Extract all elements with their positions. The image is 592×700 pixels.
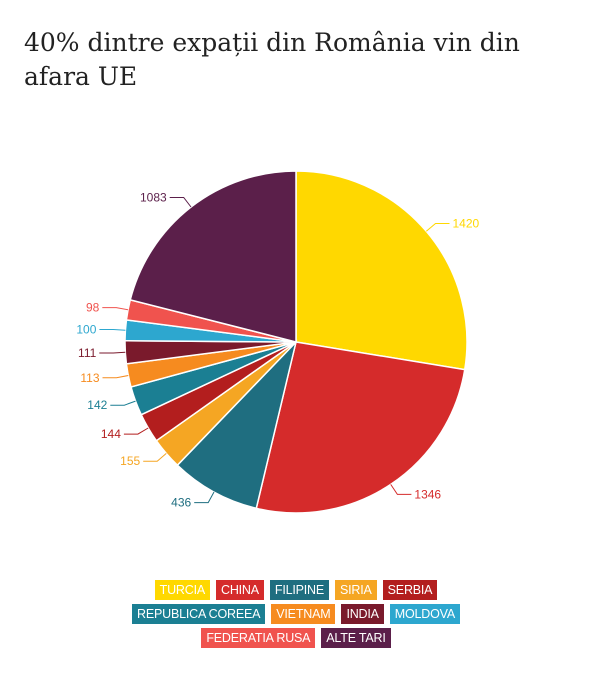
leader-line-alte-tari <box>169 197 192 208</box>
data-label-turcia: 1420 <box>453 217 480 231</box>
legend-row: FEDERATIA RUSA ALTE TARI <box>201 628 391 648</box>
legend-item-filipine[interactable]: FILIPINE <box>269 580 330 600</box>
legend-item-china[interactable]: CHINA <box>216 580 264 600</box>
leader-line-china <box>390 484 412 495</box>
leader-line-india <box>99 351 126 354</box>
data-label-filipine: 436 <box>171 496 191 510</box>
pie-slice-alte-tari[interactable] <box>129 170 297 343</box>
legend-item-vietnam[interactable]: VIETNAM <box>271 604 336 624</box>
leader-line-filipine <box>194 491 215 504</box>
data-label-serbia: 144 <box>101 427 121 441</box>
legend-row: TURCIA CHINA FILIPINE SIRIA SERBIA <box>154 580 438 600</box>
leader-line-federatia-rusa <box>102 307 129 311</box>
data-label-china: 1346 <box>414 487 441 501</box>
leader-line-moldova <box>99 329 126 331</box>
legend-row: REPUBLICA COREEA VIETNAM INDIA MOLDOVA <box>132 604 460 624</box>
data-label-india: 111 <box>78 346 97 360</box>
pie-chart: 1420 1346 436 155 144 142 113 111 100 98 1083 <box>76 170 480 514</box>
data-label-vietnam: 113 <box>80 371 99 385</box>
legend-item-alte-tari[interactable]: ALTE TARI <box>321 628 391 648</box>
legend-item-india[interactable]: INDIA <box>341 604 384 624</box>
data-label-alte-tari: 1083 <box>140 191 167 205</box>
pie-slice-turcia[interactable] <box>295 170 468 371</box>
legend-item-moldova[interactable]: MOLDOVA <box>389 604 460 624</box>
leader-line-serbia <box>123 427 149 435</box>
leader-line-turcia <box>425 223 450 232</box>
data-label-moldova: 100 <box>76 323 96 337</box>
legend-item-republica-coreea[interactable]: REPUBLICA COREEA <box>132 604 266 624</box>
legend-item-serbia[interactable]: SERBIA <box>382 580 438 600</box>
leader-line-republica-coreea <box>110 400 136 406</box>
data-label-siria: 155 <box>120 454 140 468</box>
leader-line-vietnam <box>102 375 129 379</box>
legend-item-federatia-rusa[interactable]: FEDERATIA RUSA <box>201 628 316 648</box>
data-label-federatia-rusa: 98 <box>86 301 100 315</box>
chart-title: 40% dintre expații din România vin din a… <box>24 28 520 91</box>
legend: TURCIA CHINA FILIPINE SIRIA SERBIA REPUBLICA … <box>0 580 592 648</box>
pie-slice-china[interactable] <box>255 341 466 514</box>
data-label-republica-coreea: 142 <box>87 398 107 412</box>
legend-item-turcia[interactable]: TURCIA <box>154 580 210 600</box>
pie-slice-filipine[interactable] <box>176 339 298 510</box>
legend-item-siria[interactable]: SIRIA <box>335 580 377 600</box>
leader-line-siria <box>143 453 167 462</box>
